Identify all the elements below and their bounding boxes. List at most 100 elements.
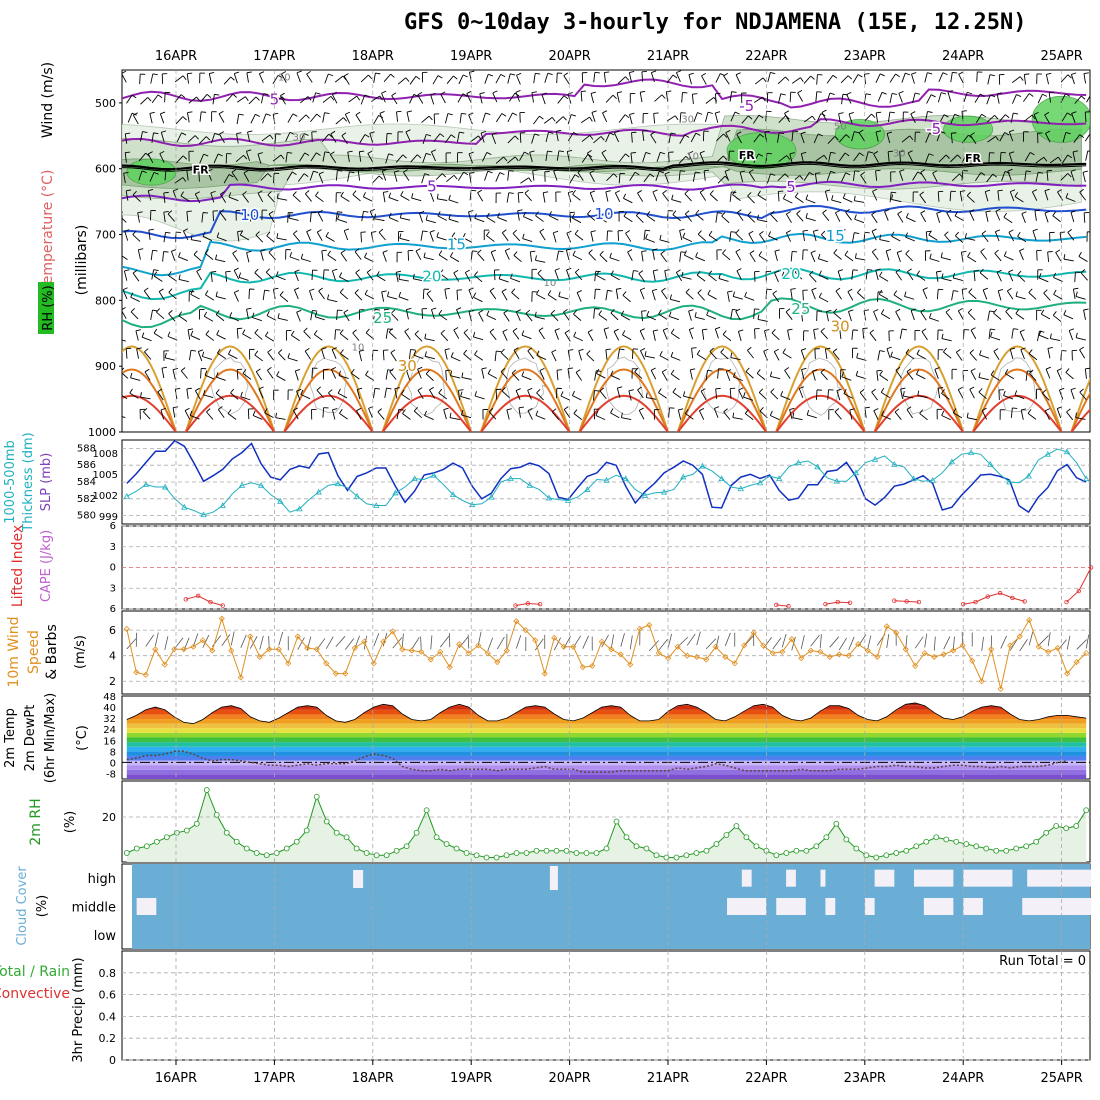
wind-barb [341, 135, 348, 145]
wind-barb-flag [469, 70, 475, 73]
wind-barb-flag [646, 211, 651, 216]
wind-barb [877, 350, 881, 361]
wind-barb-flag [985, 210, 991, 213]
wind-barb-flag [1079, 346, 1085, 351]
wind-barb-flag [721, 212, 726, 217]
wind-barb [397, 77, 407, 85]
rh2m-marker [563, 847, 570, 854]
wind-barb-flag [189, 410, 193, 416]
wind-barb [978, 376, 989, 381]
wind-barb-flag [255, 113, 261, 117]
wind-barb-flag [340, 191, 344, 197]
wind-barb [236, 133, 239, 144]
wind-barb [217, 409, 225, 418]
bottom-date-label: 22APR [745, 1071, 787, 1086]
wind-barb [215, 296, 226, 300]
wind-barb-flag [458, 389, 464, 391]
wind-barb-flag [160, 408, 166, 411]
wind-barb-flag [161, 366, 167, 369]
wind-barb-flag [759, 133, 765, 138]
wind-barb [347, 151, 350, 162]
wind10m-barb [601, 634, 609, 648]
wind-barb-flag [553, 169, 559, 172]
wind-barb [723, 411, 731, 420]
thickness-tick-label: 588 [77, 443, 96, 454]
wind-barb [1003, 395, 1014, 400]
wind-barb [406, 111, 410, 122]
wind-barb [1019, 331, 1025, 342]
wind-barb [339, 292, 349, 300]
wind-barb [615, 289, 619, 300]
wind-barb [599, 254, 608, 263]
wind-barb-flag [440, 329, 445, 334]
wind-barb-flag [822, 209, 827, 214]
wind-barb-flag [424, 333, 427, 339]
wind-barb [344, 114, 351, 124]
rh2m-marker [1063, 825, 1070, 832]
wind10m-barb [1000, 635, 1007, 649]
wind-barb [770, 391, 779, 400]
wind-barb-flag [684, 409, 689, 414]
wind-barb [459, 113, 462, 124]
wind10m-barb [373, 633, 380, 647]
thickness-marker [814, 463, 821, 470]
wind-barb-flag [1067, 74, 1072, 79]
lifted-index-marker [847, 600, 853, 605]
wind-barb [246, 72, 249, 83]
wind-barb [334, 75, 344, 83]
wind-barb-flag [797, 89, 803, 94]
wind-barb [1083, 309, 1086, 320]
wind-barb [794, 271, 803, 280]
wind-barb [617, 230, 620, 241]
wind-barb-flag [801, 151, 807, 155]
wind-barb [938, 72, 944, 83]
wind-barb [988, 329, 991, 340]
pressure-tick-label: 1000 [88, 426, 116, 439]
wind-barb [309, 212, 312, 223]
wind-barb [414, 333, 423, 342]
wind-barb-flag [958, 71, 964, 75]
wind-barb-flag [303, 327, 308, 332]
wind-barb [255, 234, 264, 243]
wind-barb [422, 289, 425, 300]
wind-barb-flag [367, 150, 373, 154]
wind-barb [590, 93, 595, 104]
wind-barb [444, 349, 448, 360]
wind-barb [595, 415, 606, 421]
wind-barb [306, 73, 313, 83]
wind-barb-flag [738, 387, 744, 391]
wind-barb [389, 217, 399, 222]
wind10m-barb [221, 634, 231, 646]
wind-barb [875, 112, 879, 123]
wind-barb-flag [757, 314, 760, 320]
wind-barb-flag [758, 153, 764, 157]
wind-barb [1037, 94, 1043, 104]
wind-barb-flag [238, 113, 244, 116]
wind-barb-flag [575, 369, 581, 373]
wind-barb [500, 352, 509, 360]
wind-barb-flag [660, 151, 666, 155]
wind-barb-flag [534, 133, 540, 136]
temp-tick-label: 48 [103, 692, 116, 703]
isotherm-surface-bump [775, 394, 866, 432]
wind-barb [343, 230, 349, 241]
wind-barb [474, 217, 485, 223]
rh2m-marker [783, 850, 790, 856]
wind-barb-flag [516, 72, 522, 76]
wind10m-barb [325, 636, 334, 649]
wind-barb [343, 75, 350, 85]
wind-barb [444, 289, 447, 300]
wind-barb-flag [574, 174, 580, 178]
wind-barb [187, 329, 191, 340]
wind-barb [606, 230, 609, 241]
wind-barb-flag [662, 189, 667, 194]
wind-barb [876, 370, 879, 381]
wind-barb-flag [303, 173, 309, 177]
wind10m-marker [380, 638, 387, 645]
wind-barb [542, 192, 546, 203]
wind10m-marker [722, 653, 729, 661]
wind10m-marker [465, 650, 472, 657]
wind-barb-flag [410, 349, 416, 351]
top-date-label: 18APR [352, 49, 394, 64]
